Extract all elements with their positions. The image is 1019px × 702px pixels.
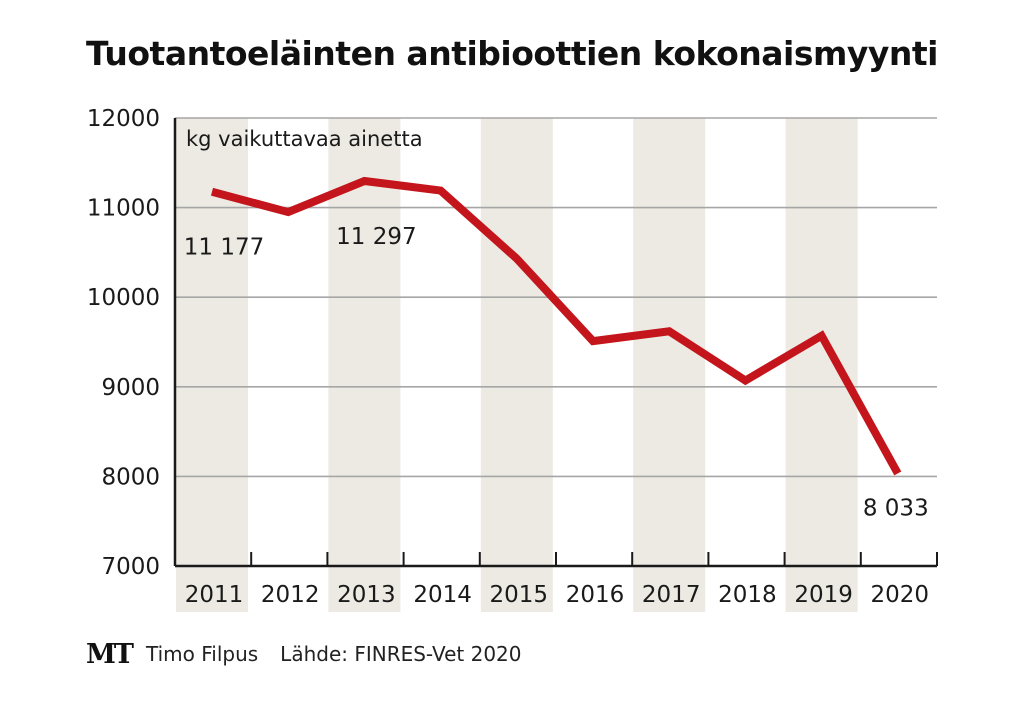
y-tick-8000: 8000: [101, 464, 160, 490]
chart-title: Tuotantoeläinten antibioottien kokonaism…: [86, 34, 938, 73]
x-tick-2018: 2018: [718, 582, 777, 608]
y-tick-7000: 7000: [101, 554, 160, 580]
series-line: [210, 176, 902, 476]
y-tick-labels: 12000 11000 10000 9000 8000 7000: [87, 106, 160, 580]
band-2013: [328, 118, 401, 612]
band-2015: [480, 118, 553, 612]
x-tick-2019: 2019: [794, 582, 853, 608]
data-label-2013: 11 297: [336, 224, 416, 250]
x-tick-2012: 2012: [261, 582, 320, 608]
y-tick-12000: 12000: [87, 106, 160, 132]
x-tick-2017: 2017: [642, 582, 701, 608]
x-axis: [173, 118, 938, 568]
x-tick-2020: 2020: [871, 582, 930, 608]
data-label-2011: 11 177: [184, 235, 264, 261]
mt-logo: MT: [86, 638, 134, 670]
x-tick-2016: 2016: [566, 582, 625, 608]
data-label-2020: 8 033: [863, 495, 929, 521]
y-tick-9000: 9000: [101, 375, 160, 401]
year-bands: [176, 118, 858, 612]
source-credit: Lähde: FINRES-Vet 2020: [280, 642, 522, 666]
y-tick-10000: 10000: [87, 285, 160, 311]
y-axis-label: kg vaikuttavaa ainetta: [186, 127, 423, 151]
y-tick-11000: 11000: [87, 196, 160, 222]
x-tick-2013: 2013: [337, 582, 396, 608]
x-tick-2014: 2014: [413, 582, 472, 608]
data-labels: 11 177 11 297 8 033: [184, 224, 929, 521]
x-tick-labels: 2011 2012 2013 2014 2015 2016 2017 2018 2019 2020: [185, 582, 929, 608]
footer: MT Timo Filpus Lähde: FINRES-Vet 2020: [86, 638, 522, 670]
x-tick-2011: 2011: [185, 582, 244, 608]
band-2019: [785, 118, 858, 612]
author-credit: Timo Filpus: [145, 642, 259, 666]
x-tick-2015: 2015: [490, 582, 549, 608]
series-total-sales: [210, 176, 902, 476]
band-2017: [633, 118, 706, 612]
